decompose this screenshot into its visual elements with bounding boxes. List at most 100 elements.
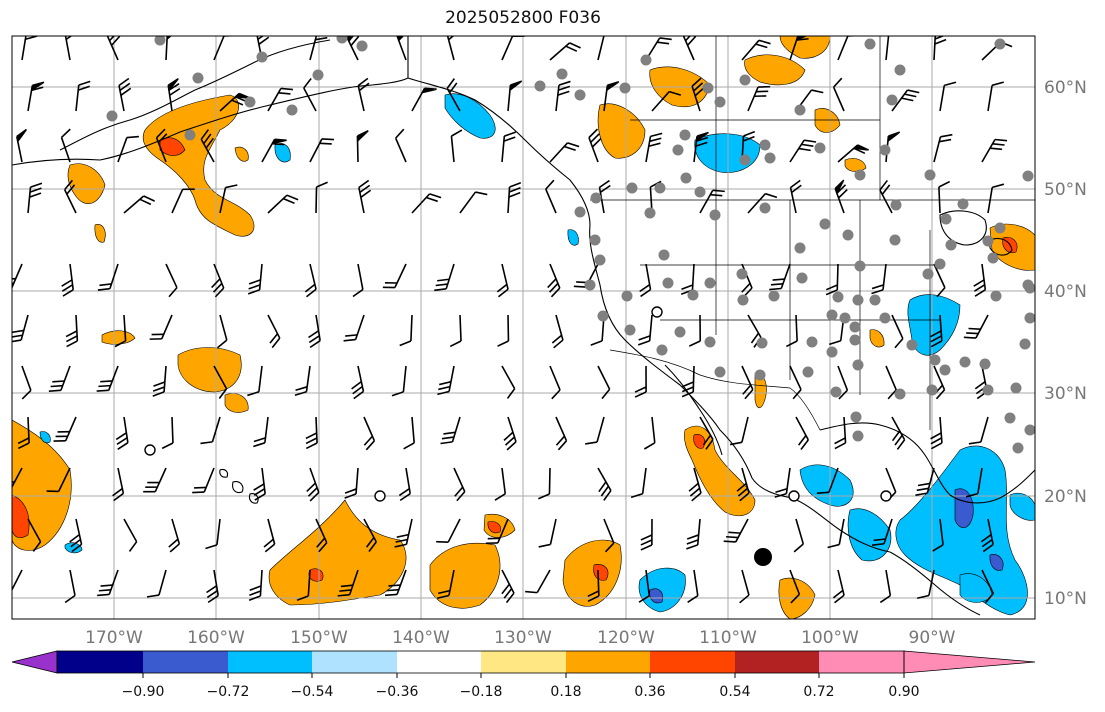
station-marker: [890, 199, 902, 211]
wind-barb: [97, 263, 119, 291]
lon-tick-label: 150°W: [290, 628, 348, 648]
station-marker: [1024, 424, 1035, 436]
colorbar-segment: [312, 651, 397, 673]
colorbar-label: −0.36: [376, 684, 419, 700]
station-marker: [926, 384, 938, 396]
station-marker: [574, 206, 586, 218]
wind-barb: [981, 569, 995, 604]
colorbar-segment: [735, 651, 819, 673]
station-marker: [886, 94, 898, 106]
station-marker: [714, 366, 726, 378]
wind-barb: [168, 518, 181, 553]
wind-barb: [549, 142, 580, 163]
lon-tick-label: 130°W: [494, 628, 552, 648]
station-marker: [852, 294, 864, 306]
colorbar-label: −0.72: [207, 684, 250, 700]
wind-barb: [933, 133, 953, 163]
wind-barb: [827, 518, 845, 549]
colorbar-segment: [397, 651, 481, 673]
colorbar-segment: [143, 651, 228, 673]
wind-barb: [436, 518, 461, 543]
wind-barb: [485, 518, 509, 545]
wind-barb: [891, 416, 906, 450]
wind-barb: [453, 467, 466, 502]
wind-barb: [551, 314, 564, 349]
open-circle-marker: [374, 490, 386, 502]
lat-tick-label: 30°N: [1044, 384, 1087, 404]
wind-barb: [638, 569, 651, 603]
station-marker: [889, 234, 901, 246]
wind-barb: [118, 77, 132, 112]
wind-barb: [736, 467, 750, 502]
wind-barb: [789, 569, 801, 604]
wind-barb: [247, 365, 263, 397]
station-marker: [802, 366, 814, 378]
station-marker: [979, 358, 991, 370]
station-marker: [737, 294, 749, 306]
wind-barb: [253, 467, 266, 501]
wind-barb: [123, 195, 155, 214]
wind-barb: [356, 130, 369, 163]
station-marker: [990, 290, 1002, 302]
wind-barb: [112, 467, 125, 502]
wind-barb: [747, 192, 778, 214]
wind-barb: [789, 139, 817, 163]
wind-barb: [739, 569, 750, 604]
wind-barb: [343, 314, 365, 342]
wind-barb: [915, 467, 935, 496]
wind-barb: [785, 314, 798, 348]
wind-barb: [21, 36, 38, 61]
wind-barb: [699, 189, 725, 214]
wind-barb: [205, 518, 221, 550]
station-marker: [806, 336, 818, 348]
wind-barb: [123, 518, 138, 552]
station-marker: [794, 104, 806, 116]
wind-barb: [525, 569, 551, 594]
wind-barb: [437, 569, 455, 600]
wind-barb: [816, 467, 839, 494]
station-marker: [356, 40, 368, 52]
wind-barb: [261, 138, 287, 163]
wind-barb: [630, 467, 647, 499]
colorbar: −0.90 −0.72 −0.54 −0.36 −0.18 0.18 0.36 …: [11, 650, 1036, 700]
station-marker: [796, 272, 808, 284]
wind-barb: [398, 467, 411, 502]
wind-barb: [403, 416, 415, 450]
wind-barb: [597, 467, 612, 501]
station-marker: [945, 239, 957, 251]
station-marker: [687, 289, 699, 301]
wind-barb: [46, 467, 71, 493]
filled-circle-marker: [754, 548, 772, 566]
wind-barb: [309, 138, 335, 163]
wind-barb: [97, 569, 119, 597]
wind-barb: [171, 188, 195, 214]
open-circle-marker: [880, 490, 892, 502]
wind-barb: [741, 365, 754, 400]
wind-barb: [206, 569, 219, 604]
wind-barb: [837, 144, 869, 163]
wind-barb: [549, 42, 581, 61]
lon-tick-label: 120°W: [597, 628, 655, 648]
station-marker: [819, 218, 831, 230]
station-marker: [672, 144, 684, 156]
special-markers: [144, 306, 892, 566]
station-marker: [894, 64, 906, 76]
wind-barb: [640, 518, 653, 551]
lat-tick-labels: 60°N 50°N 40°N 30°N 20°N 10°N: [1044, 78, 1087, 609]
wind-barb: [741, 39, 771, 61]
wind-barb: [155, 128, 168, 163]
station-marker: [830, 386, 842, 398]
colorbar-label: 0.72: [803, 684, 834, 700]
wind-barb: [61, 263, 74, 297]
lon-tick-label: 140°W: [392, 628, 450, 648]
colorbar-label: −0.54: [291, 684, 334, 700]
station-marker: [674, 326, 686, 338]
wind-barb: [891, 89, 920, 112]
wind-barb: [688, 314, 702, 347]
wind-barb: [494, 467, 507, 501]
station-marker: [929, 354, 941, 366]
station-marker: [619, 82, 631, 94]
gridlines: [12, 36, 1035, 619]
wind-barb: [253, 416, 269, 448]
station-marker: [759, 139, 771, 151]
